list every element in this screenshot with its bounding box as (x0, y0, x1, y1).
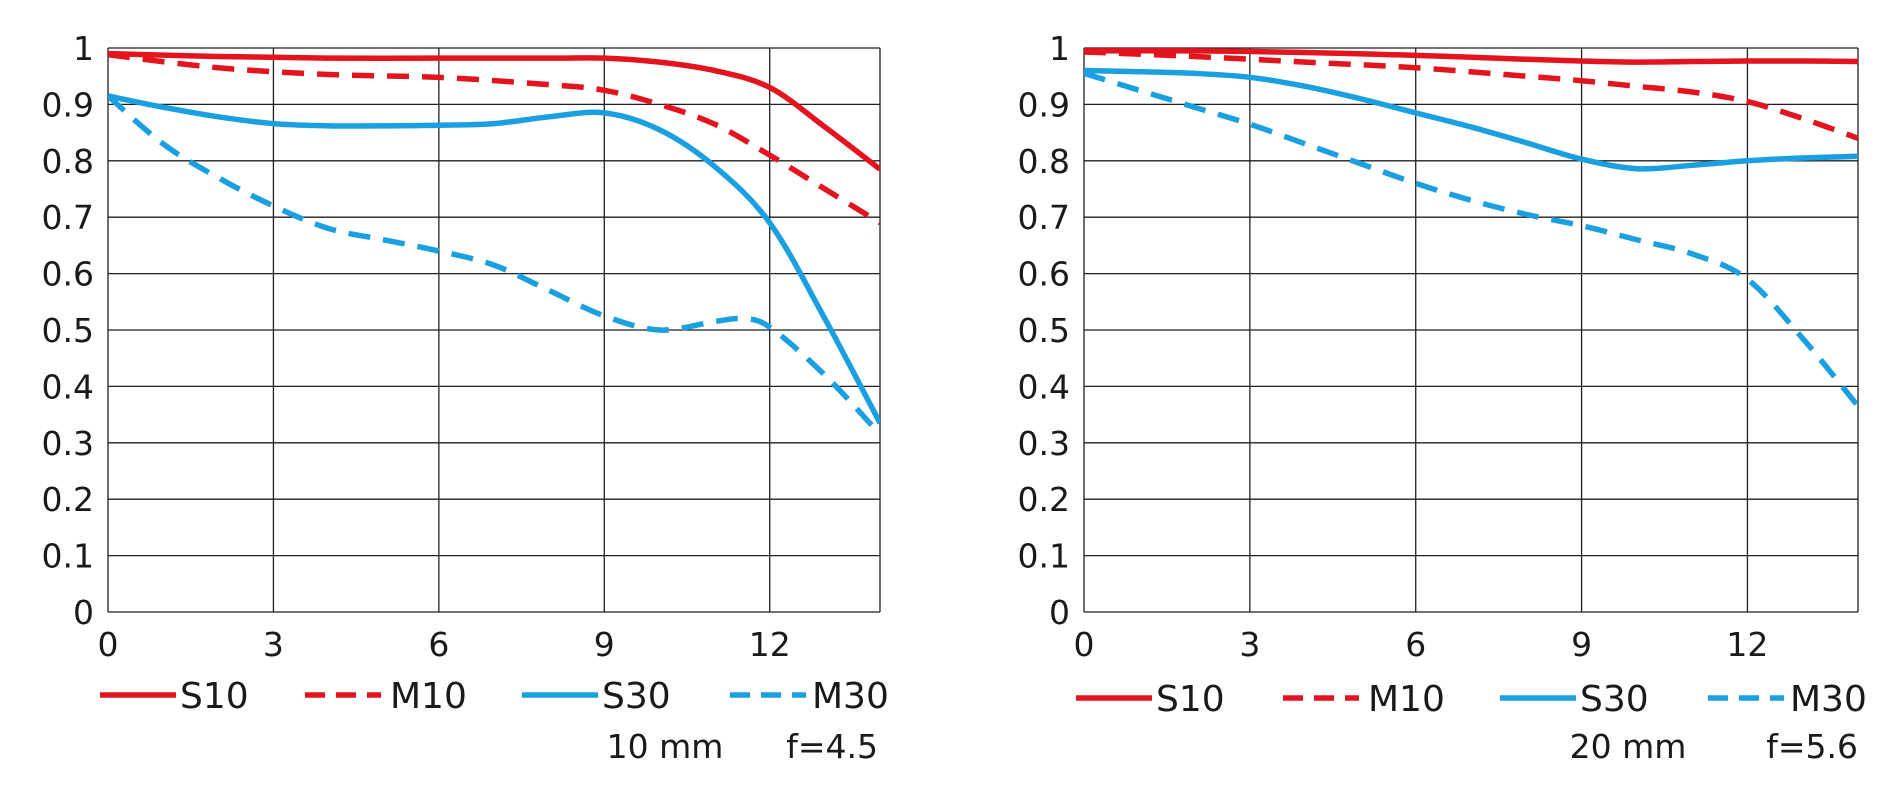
y-tick-label: 0 (73, 593, 94, 632)
series-line-s30 (108, 93, 880, 425)
chart-20mm: 0 0.1 0.2 0.3 0.4 0.5 0.6 0.7 0.8 0.9 1 0 3 6 9 12 S10 M1… (1018, 29, 1867, 766)
x-tick-label: 9 (594, 625, 615, 664)
series-line-s10 (108, 50, 880, 172)
y-tick-label: 0.8 (42, 142, 94, 181)
y-tick-label: 1 (73, 29, 94, 68)
chart-10mm: 0 0.1 0.2 0.3 0.4 0.5 0.6 0.7 0.8 0.9 1 0 3 6 9 12 S10 M1… (42, 29, 889, 766)
series-line-s10 (1084, 47, 1858, 65)
x-tick-label: 6 (1405, 625, 1426, 664)
y-tick-label: 0.2 (1018, 480, 1070, 519)
series-line-m30 (108, 93, 880, 437)
y-tick-label: 0.6 (1018, 255, 1070, 294)
y-tick-label: 0.3 (1018, 424, 1070, 463)
caption-focal-length: 20 mm (1570, 727, 1687, 766)
x-tick-label: 0 (1074, 625, 1095, 664)
caption-focal-length: 10 mm (607, 727, 724, 766)
series-group (108, 50, 880, 437)
y-tick-label: 0.4 (42, 367, 94, 406)
y-tick-label: 0.6 (42, 255, 94, 294)
y-tick-label: 0.2 (42, 480, 94, 519)
caption-aperture: f=4.5 (786, 727, 878, 766)
y-tick-label: 0.8 (1018, 142, 1070, 181)
series-line-m10 (108, 52, 880, 226)
y-tick-label: 1 (1049, 29, 1070, 68)
x-tick-label: 9 (1571, 625, 1592, 664)
x-tick-label: 3 (1239, 625, 1260, 664)
series-line-m10 (1084, 49, 1858, 141)
y-tick-label: 0.9 (42, 85, 94, 124)
x-tick-label: 3 (263, 625, 284, 664)
legend-label-m10: M10 (1368, 679, 1445, 720)
y-tick-label: 0.1 (1018, 537, 1070, 576)
y-tick-label: 0.5 (1018, 311, 1070, 350)
x-tick-label: 12 (1726, 625, 1768, 664)
caption-aperture: f=5.6 (1766, 727, 1858, 766)
legend-label-s30: S30 (602, 676, 671, 717)
x-tick-label: 12 (749, 625, 791, 664)
legend-label-m10: M10 (390, 676, 467, 717)
series-line-m30 (1084, 70, 1858, 408)
legend-label-m30: M30 (812, 676, 889, 717)
y-tick-label: 0.1 (42, 537, 94, 576)
y-tick-label: 0.7 (1018, 198, 1070, 237)
y-tick-label: 0 (1049, 593, 1070, 632)
y-tick-label: 0.4 (1018, 367, 1070, 406)
series-line-s30 (1084, 67, 1858, 172)
y-tick-label: 0.5 (42, 311, 94, 350)
y-tick-label: 0.9 (1018, 85, 1070, 124)
x-tick-label: 6 (428, 625, 449, 664)
x-tick-label: 0 (98, 625, 119, 664)
legend-label-m30: M30 (1790, 679, 1867, 720)
legend-label-s10: S10 (1156, 679, 1225, 720)
legend-label-s30: S30 (1580, 679, 1649, 720)
series-group (1084, 47, 1858, 408)
y-tick-label: 0.3 (42, 424, 94, 463)
y-tick-label: 0.7 (42, 198, 94, 237)
legend-label-s10: S10 (180, 676, 249, 717)
